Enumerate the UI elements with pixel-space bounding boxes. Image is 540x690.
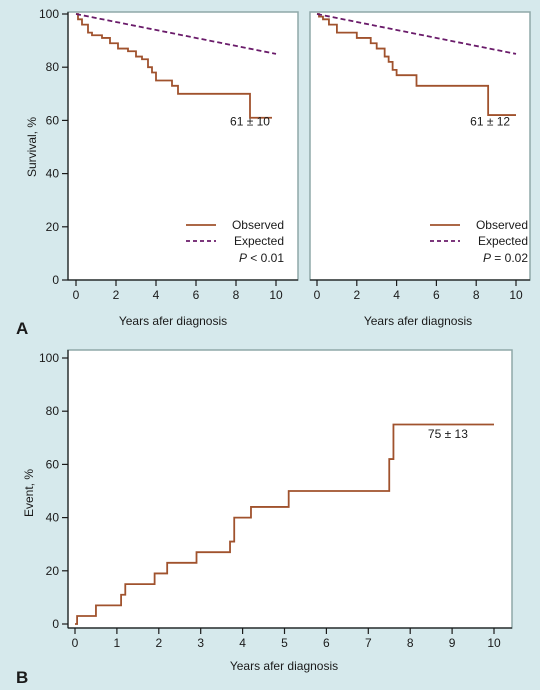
x-tick-label: 2 — [353, 288, 360, 302]
x-tick-label: 6 — [323, 636, 330, 650]
y-tick-label: 0 — [52, 617, 59, 631]
x-axis-label: Years afer diagnosis — [230, 659, 338, 673]
x-tick-label: 8 — [473, 288, 480, 302]
x-tick-label: 9 — [449, 636, 456, 650]
y-tick-label: 20 — [46, 564, 60, 578]
y-tick-label: 100 — [39, 7, 59, 21]
legend-observed-label: Observed — [476, 218, 528, 232]
y-tick-label: 0 — [52, 273, 59, 287]
legend-p-value: P < 0.01 — [239, 251, 284, 265]
legend-p-value: P = 0.02 — [483, 251, 528, 265]
y-axis-label: Event, % — [22, 469, 36, 517]
x-tick-label: 4 — [393, 288, 400, 302]
series-observed-line — [76, 13, 272, 119]
x-axis-label: Years afer diagnosis — [119, 314, 227, 328]
x-tick-label: 2 — [155, 636, 162, 650]
y-tick-label: 80 — [46, 404, 60, 418]
x-tick-label: 0 — [73, 288, 80, 302]
legend-expected-label: Expected — [234, 234, 284, 248]
x-tick-label: 4 — [239, 636, 246, 650]
x-tick-label: 6 — [433, 288, 440, 302]
plot-area — [309, 11, 531, 281]
p-value-text: < 0.01 — [247, 251, 284, 265]
plot-area — [67, 11, 299, 281]
p-value-text: = 0.02 — [491, 251, 528, 265]
y-tick-label: 60 — [46, 457, 60, 471]
y-tick-label: 80 — [46, 60, 60, 74]
chart-panel-a-right: 0 2 4 6 8 10 Years afer diagnosis 61 ± 12 Observ… — [309, 11, 531, 328]
x-tick-label: 10 — [509, 288, 523, 302]
x-tick-label: 8 — [233, 288, 240, 302]
series-observed-line — [75, 423, 494, 625]
series-expected-line — [316, 13, 517, 55]
p-symbol: P — [239, 251, 247, 265]
legend-observed-label: Observed — [232, 218, 284, 232]
x-tick-label: 10 — [487, 636, 501, 650]
x-tick-label: 1 — [114, 636, 121, 650]
y-tick-label: 20 — [46, 220, 60, 234]
value-annotation: 61 ± 10 — [230, 115, 270, 129]
x-tick-label: 6 — [193, 288, 200, 302]
y-tick-label: 40 — [46, 511, 60, 525]
chart-panel-a-left: 0 20 40 60 80 100 0 2 4 6 8 10 Years afer diagnosis S… — [25, 7, 299, 328]
series-observed-line — [317, 13, 516, 116]
value-annotation: 61 ± 12 — [470, 115, 510, 129]
p-symbol: P — [483, 251, 491, 265]
x-tick-label: 7 — [365, 636, 372, 650]
x-tick-label: 8 — [407, 636, 414, 650]
plot-area — [67, 349, 513, 629]
chart-panel-b: 0 20 40 60 80 100 0 1 2 3 4 5 6 7 8 9 10 Years afer diagn… — [22, 349, 513, 673]
panel-label-a: A — [16, 319, 28, 338]
x-tick-label: 5 — [281, 636, 288, 650]
legend-expected-label: Expected — [478, 234, 528, 248]
x-tick-label: 4 — [153, 288, 160, 302]
value-annotation: 75 ± 13 — [428, 427, 468, 441]
x-tick-label: 0 — [314, 288, 321, 302]
x-axis-label: Years afer diagnosis — [364, 314, 472, 328]
y-tick-label: 100 — [39, 351, 59, 365]
x-tick-label: 3 — [197, 636, 204, 650]
panel-label-b: B — [16, 668, 28, 687]
x-tick-label: 0 — [72, 636, 79, 650]
y-tick-label: 40 — [46, 167, 60, 181]
x-tick-label: 2 — [113, 288, 120, 302]
x-tick-label: 10 — [269, 288, 283, 302]
y-tick-label: 60 — [46, 113, 60, 127]
y-axis-label: Survival, % — [25, 117, 39, 177]
series-expected-line — [75, 13, 277, 55]
